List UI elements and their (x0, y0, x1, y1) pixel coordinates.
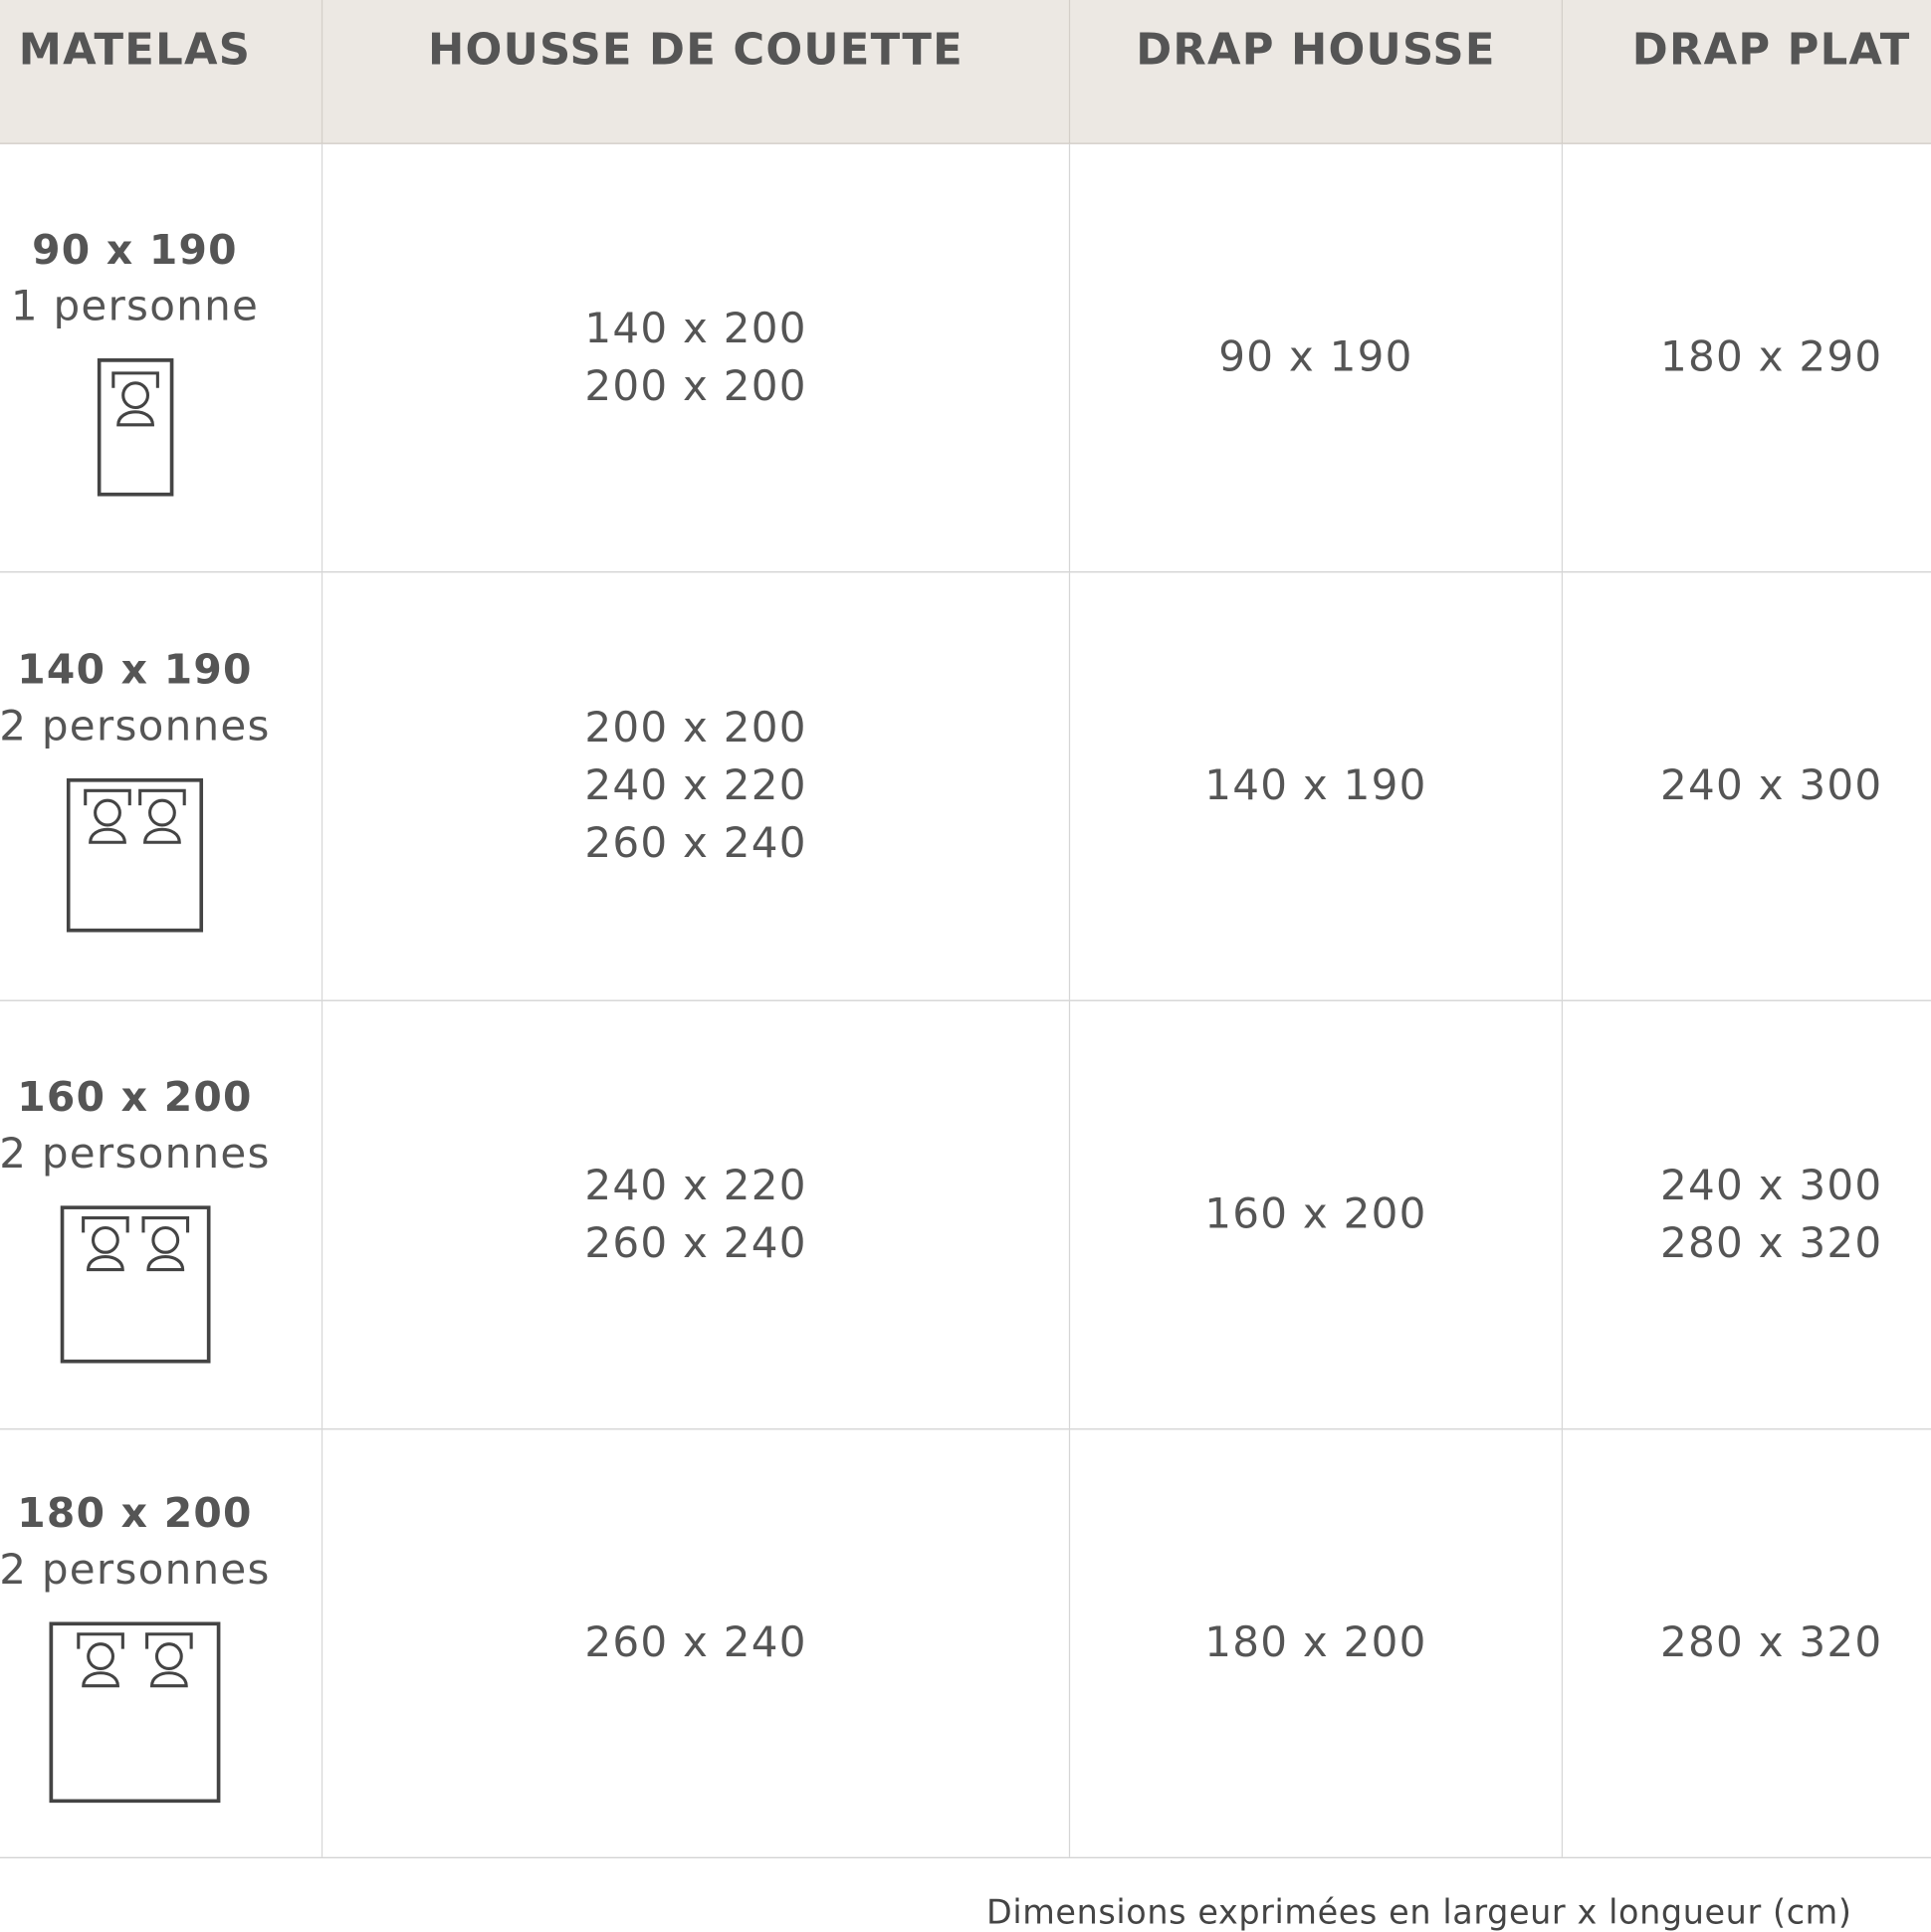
mattress-cell: 180 x 200 2 personnes (0, 1429, 322, 1856)
housse-value: 260 x 240 (584, 818, 807, 869)
drap-housse-cell: 160 x 200 (1068, 1000, 1562, 1429)
housse-cell: 200 x 200 240 x 220 260 x 240 (321, 572, 1069, 1000)
person-count: 1 personne (10, 281, 260, 331)
bed-icon (60, 1204, 210, 1363)
housse-value: 200 x 200 (584, 361, 807, 411)
drap-plat-value: 280 x 320 (1660, 1617, 1883, 1668)
bed-icon (66, 777, 204, 933)
mattress-size: 140 x 190 (17, 645, 253, 694)
drap-plat-cell: 240 x 300 280 x 320 (1561, 1000, 1931, 1429)
table-row: 90 x 190 1 personne 140 x 200 200 x 200 9… (0, 143, 1931, 573)
person-icon (138, 788, 186, 844)
housse-value: 240 x 220 (584, 760, 807, 811)
housse-value: 240 x 220 (584, 1161, 807, 1210)
table-header: MATELAS HOUSSE DE COUETTE DRAP HOUSSE DR… (0, 0, 1931, 144)
size-table: MATELAS HOUSSE DE COUETTE DRAP HOUSSE DR… (0, 0, 1931, 1858)
housse-cell: 140 x 200 200 x 200 (321, 143, 1069, 572)
mattress-size: 180 x 200 (17, 1488, 253, 1538)
drap-plat-value: 280 x 320 (1660, 1218, 1883, 1268)
drap-housse-cell: 140 x 190 (1068, 572, 1562, 1000)
person-count: 2 personnes (0, 702, 271, 751)
housse-cell: 260 x 240 (321, 1429, 1069, 1857)
header-matelas: MATELAS (18, 25, 252, 76)
housse-value: 140 x 200 (584, 303, 807, 353)
person-count: 2 personnes (0, 1545, 271, 1596)
table-row: 180 x 200 2 personnes 260 x 240 180 x 20… (0, 1429, 1931, 1858)
header-housse-de-couette: HOUSSE DE COUETTE (321, 0, 1069, 143)
person-icon (145, 1632, 193, 1688)
drap-plat-cell: 180 x 290 (1561, 143, 1931, 572)
bed-icon (49, 1621, 221, 1804)
drap-plat-value: 240 x 300 (1660, 760, 1883, 811)
table-row: 140 x 190 2 personnes 200 x 200 240 x 220… (0, 572, 1931, 1001)
drap-housse-cell: 180 x 200 (1068, 1429, 1562, 1857)
housse-value: 260 x 240 (584, 1218, 807, 1268)
drap-housse-value: 160 x 200 (1204, 1189, 1427, 1239)
person-count: 2 personnes (0, 1128, 271, 1179)
mattress-cell: 160 x 200 2 personnes (0, 1001, 322, 1428)
drap-housse-cell: 90 x 190 (1068, 143, 1562, 572)
drap-housse-value: 140 x 190 (1204, 760, 1427, 811)
mattress-size: 90 x 190 (32, 224, 238, 274)
housse-value: 260 x 240 (584, 1617, 807, 1668)
drap-plat-cell: 280 x 320 (1561, 1429, 1931, 1857)
person-icon (77, 1632, 124, 1688)
drap-plat-value: 240 x 300 (1660, 1161, 1883, 1210)
mattress-cell: 90 x 190 1 personne (0, 144, 322, 571)
drap-housse-value: 180 x 200 (1204, 1617, 1427, 1668)
person-icon (81, 1215, 129, 1271)
header-drap-housse: DRAP HOUSSE (1068, 0, 1562, 143)
footer-note: Dimensions exprimées en largeur x longue… (985, 1893, 1852, 1932)
person-icon (84, 788, 131, 844)
person-icon (140, 1215, 189, 1271)
mattress-size: 160 x 200 (17, 1071, 253, 1121)
drap-plat-value: 180 x 290 (1660, 332, 1883, 382)
housse-cell: 240 x 220 260 x 240 (321, 1000, 1069, 1429)
mattress-cell: 140 x 190 2 personnes (0, 572, 322, 999)
person-icon (110, 370, 159, 426)
header-drap-plat: DRAP PLAT (1561, 0, 1931, 143)
drap-housse-value: 90 x 190 (1218, 332, 1413, 382)
bed-icon (97, 357, 173, 496)
table-row: 160 x 200 2 personnes 240 x 220 260 x 240… (0, 1000, 1931, 1430)
housse-value: 200 x 200 (584, 703, 807, 752)
drap-plat-cell: 240 x 300 (1561, 572, 1931, 1000)
